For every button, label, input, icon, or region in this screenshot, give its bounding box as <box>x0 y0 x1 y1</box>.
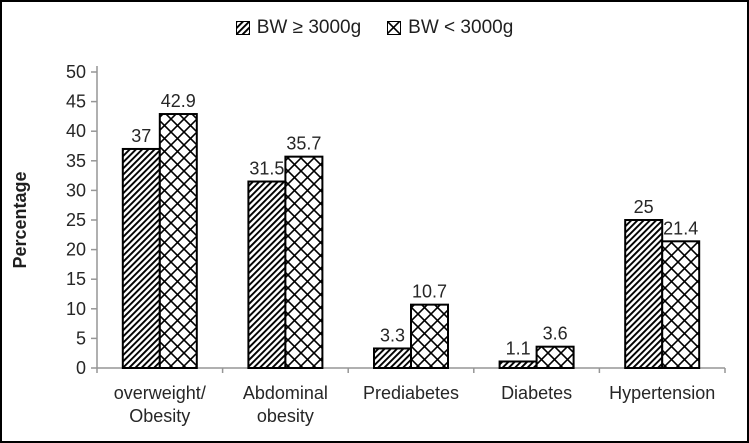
y-tick-label: 25 <box>66 210 86 230</box>
bar <box>373 347 412 369</box>
y-tick-label: 15 <box>66 269 86 289</box>
bar <box>247 180 287 369</box>
legend: BW ≥ 3000g BW < 3000g <box>2 18 747 37</box>
data-label: 3.6 <box>543 324 568 344</box>
bar <box>498 360 538 370</box>
category-label: overweight/ <box>114 383 206 403</box>
y-tick-label: 0 <box>76 358 86 378</box>
category-label: Abdominal <box>243 383 328 403</box>
bar <box>535 345 575 369</box>
data-label: 42.9 <box>161 91 196 111</box>
category-label: obesity <box>257 406 314 426</box>
y-tick-label: 20 <box>66 240 86 260</box>
y-axis-title: Percentage <box>10 171 30 268</box>
category-label: Hypertension <box>609 383 715 403</box>
category-label: Obesity <box>129 406 190 426</box>
category-label: Prediabetes <box>363 383 459 403</box>
legend-item-bw-lt-3000g: BW < 3000g <box>387 18 513 37</box>
legend-label-bw-ge-3000g: BW ≥ 3000g <box>256 17 362 38</box>
data-label: 10.7 <box>412 282 447 302</box>
y-tick-label: 50 <box>66 62 86 82</box>
y-tick-label: 5 <box>76 328 86 348</box>
bar <box>624 219 664 369</box>
y-tick-label: 35 <box>66 151 86 171</box>
bar <box>284 155 324 369</box>
bar <box>661 240 701 369</box>
y-tick-label: 45 <box>66 92 86 112</box>
y-tick-label: 30 <box>66 180 86 200</box>
diagonal-hatch-swatch-icon <box>235 20 250 35</box>
data-label: 1.1 <box>506 338 531 358</box>
data-label: 35.7 <box>286 134 321 154</box>
legend-item-bw-ge-3000g: BW ≥ 3000g <box>235 17 362 38</box>
data-label: 3.3 <box>380 325 405 345</box>
data-label: 31.5 <box>249 159 284 179</box>
bar <box>121 147 161 369</box>
y-tick-label: 10 <box>66 299 86 319</box>
legend-label-bw-lt-3000g: BW < 3000g <box>408 17 514 38</box>
data-label: 25 <box>634 197 654 217</box>
category-label: Diabetes <box>501 383 572 403</box>
data-label: 37 <box>131 126 151 146</box>
diamond-crosshatch-swatch-icon <box>387 20 402 35</box>
y-tick-label: 40 <box>66 121 86 141</box>
bar <box>158 113 198 369</box>
data-label: 21.4 <box>663 218 698 238</box>
bar <box>410 303 449 370</box>
